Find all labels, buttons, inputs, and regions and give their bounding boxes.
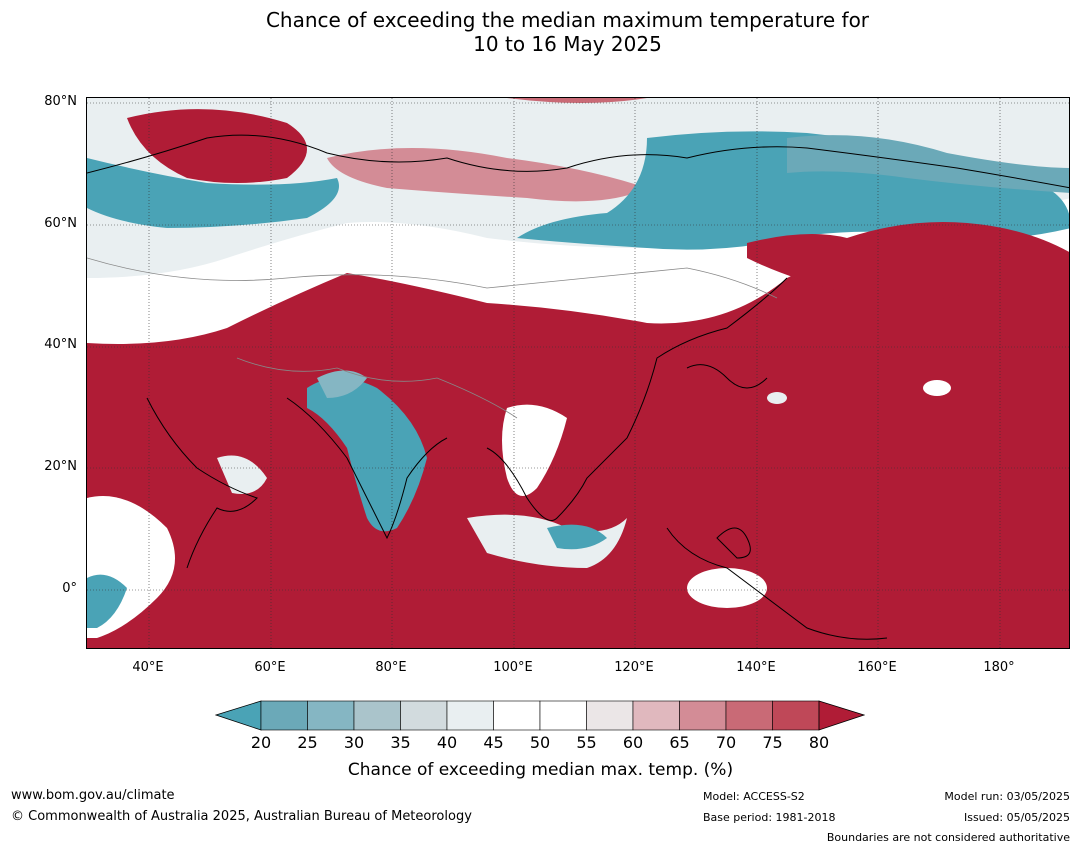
colorbar-cell [353,700,401,731]
lat-label-0: 0° [62,581,77,596]
colorbar-extend-high [818,700,865,731]
colorbar-cell [307,700,355,731]
lat-label-80n: 80°N [44,94,77,109]
colorbar [215,700,865,731]
colorbar-cell [400,700,448,731]
colorbar-cell [772,700,820,731]
footer-model-run: Model run: 03/05/2025 [944,790,1070,803]
footer-disclaimer: Boundaries are not considered authoritat… [826,831,1070,844]
colorbar-cell [725,700,773,731]
footer-website: www.bom.gov.au/climate [11,788,175,803]
colorbar-tick-label: 55 [576,733,597,752]
lat-label-40n: 40°N [44,337,77,352]
colorbar-extend-low [215,700,262,731]
lon-label-180: 180° [983,660,1015,675]
colorbar-tick-label: 80 [808,733,830,752]
footer-base-period: Base period: 1981-2018 [703,811,836,824]
lon-label-40e: 40°E [132,660,164,675]
lon-label-120e: 120°E [614,660,654,675]
colorbar-tick-label: 70 [715,733,737,752]
colorbar-cell [493,700,541,731]
colorbar-tick-label: 25 [297,733,318,752]
lon-label-60e: 60°E [254,660,286,675]
footer-copyright: © Commonwealth of Australia 2025, Austra… [11,809,472,824]
lon-label-80e: 80°E [375,660,407,675]
colorbar-tick-label: 30 [343,733,365,752]
colorbar-cell [679,700,727,731]
colorbar-cell [446,700,494,731]
footer-issued: Issued: 05/05/2025 [963,811,1070,824]
colorbar-tick-label: 65 [669,733,690,752]
colorbar-cell [260,700,308,731]
map-title: Chance of exceeding the median maximum t… [0,8,1081,56]
colorbar-label: Chance of exceeding median max. temp. (%… [347,760,734,780]
colorbar-tick-label: 40 [436,733,458,752]
map-image [87,98,1069,648]
colorbar-tick-label: 20 [250,733,272,752]
colorbar-tick-label: 60 [622,733,644,752]
title-line-2: 10 to 16 May 2025 [473,32,662,56]
colorbar-cell [539,700,587,731]
colorbar-tick-label: 50 [529,733,551,752]
title-line-1: Chance of exceeding the median maximum t… [265,8,870,32]
colorbar-tick-label: 35 [390,733,411,752]
colorbar-tick-label: 75 [762,733,783,752]
map-area [86,97,1070,649]
lat-label-60n: 60°N [44,216,77,231]
lat-label-20n: 20°N [44,459,77,474]
footer-model: Model: ACCESS-S2 [703,790,805,803]
colorbar-cell [632,700,680,731]
lon-label-160e: 160°E [857,660,897,675]
colorbar-cell [586,700,634,731]
lon-label-140e: 140°E [736,660,776,675]
colorbar-tick-label: 45 [483,733,504,752]
lon-label-100e: 100°E [493,660,533,675]
